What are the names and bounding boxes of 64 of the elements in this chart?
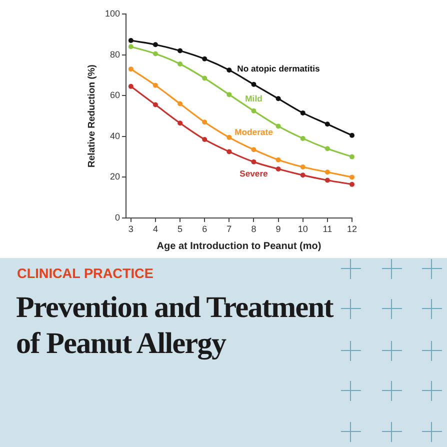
point: [324, 146, 330, 152]
x-tick-label: 10: [298, 224, 308, 234]
x-axis-title: Age at Introduction to Peanut (mo): [156, 240, 322, 252]
series-label: No atopic dermatitis: [237, 63, 320, 74]
x-tick-label: 5: [178, 224, 183, 234]
point: [128, 38, 134, 44]
point: [276, 157, 281, 162]
point: [152, 42, 158, 48]
point: [152, 51, 158, 56]
point: [226, 68, 232, 73]
point: [178, 48, 183, 54]
point: [202, 136, 208, 142]
point: [128, 66, 134, 72]
y-tick-label: 80: [110, 49, 120, 60]
series-label: Moderate: [234, 127, 274, 138]
point: [178, 120, 183, 126]
point: [324, 122, 330, 127]
point: [152, 102, 158, 108]
point: [178, 61, 183, 66]
x-tick-label: 8: [251, 224, 256, 234]
point: [226, 92, 232, 98]
x-tick-label: 12: [346, 224, 358, 234]
point: [350, 132, 354, 138]
point: [276, 166, 281, 172]
point: [300, 164, 306, 170]
point: [251, 82, 256, 87]
point: [300, 136, 306, 141]
point: [226, 134, 232, 140]
point: [300, 110, 306, 116]
point: [202, 76, 208, 81]
point: [276, 96, 281, 102]
y-tick-label: 20: [110, 172, 120, 182]
point: [202, 120, 208, 125]
point: [202, 56, 208, 62]
x-tick-label: 6: [202, 224, 208, 234]
series-label: Severe: [240, 168, 268, 178]
point: [128, 44, 134, 50]
y-axis-title: Relative Reduction (%): [86, 64, 98, 168]
point: [178, 101, 183, 106]
point: [350, 182, 354, 187]
x-tick-label: 9: [276, 224, 281, 234]
point: [226, 149, 232, 154]
y-tick-label: 100: [104, 8, 120, 18]
point: [251, 147, 256, 152]
point: [350, 154, 354, 160]
point: [350, 174, 354, 180]
series-label: Mild: [245, 93, 262, 104]
text: CLINICAL PRACTICE: [17, 266, 154, 281]
y-tick-label: 40: [110, 130, 120, 141]
x-tick-label: 3: [128, 224, 134, 234]
point: [251, 159, 256, 164]
point: [128, 84, 134, 89]
y-tick-label: 60: [110, 90, 120, 100]
point: [300, 172, 306, 178]
point: [276, 124, 281, 129]
point: [324, 178, 330, 183]
x-tick-label: 7: [226, 224, 232, 234]
y-tick-label: 0: [114, 212, 120, 222]
point: [324, 170, 330, 175]
x-tick-label: 4: [152, 224, 158, 234]
x-tick-label: 11: [322, 224, 332, 234]
text: Prevention and Treatment of Peanut Allergy: [16, 290, 334, 362]
point: [152, 82, 158, 88]
point: [251, 108, 256, 114]
